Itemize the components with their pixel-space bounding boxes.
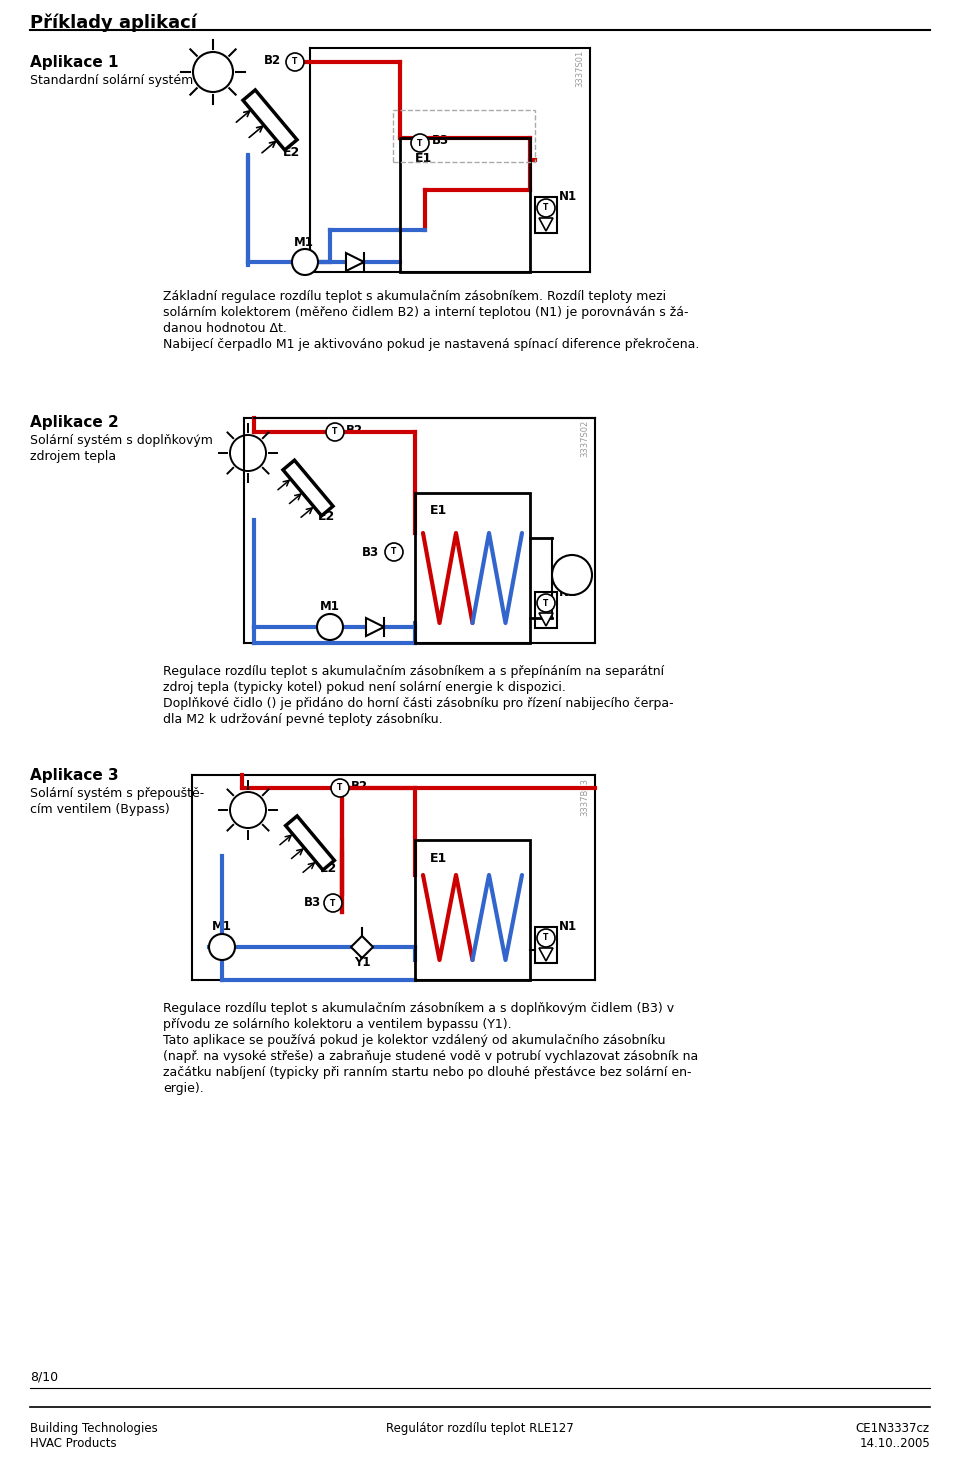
Circle shape xyxy=(385,543,403,560)
Text: Solární systém s přepouště-: Solární systém s přepouště- xyxy=(30,788,204,799)
Text: dla M2 k udržování pevné teploty zásobníku.: dla M2 k udržování pevné teploty zásobní… xyxy=(163,712,443,726)
Bar xyxy=(393,111,535,162)
Polygon shape xyxy=(366,618,384,636)
Text: Solární systém s doplňkovým: Solární systém s doplňkovým xyxy=(30,434,213,447)
Text: 3337S02: 3337S02 xyxy=(580,420,589,457)
Text: zdroj tepla (typicky kotel) pokud není solární energie k dispozici.: zdroj tepla (typicky kotel) pokud není s… xyxy=(163,681,565,695)
Text: Aplikace 1: Aplikace 1 xyxy=(30,55,118,69)
Polygon shape xyxy=(539,948,553,962)
Text: Příklady aplikací: Příklady aplikací xyxy=(30,13,197,32)
Polygon shape xyxy=(351,937,373,957)
Text: T: T xyxy=(543,934,549,943)
Text: B3: B3 xyxy=(432,134,449,146)
Polygon shape xyxy=(539,614,553,625)
Text: B3: B3 xyxy=(362,546,379,559)
Text: N1: N1 xyxy=(559,920,577,934)
Text: Regulátor rozdílu teplot RLE127: Regulátor rozdílu teplot RLE127 xyxy=(386,1422,574,1435)
Circle shape xyxy=(537,199,555,217)
Text: (např. na vysoké střeše) a zabraňuje studené vodě v potrubí vychlazovat zásobník: (např. na vysoké střeše) a zabraňuje stu… xyxy=(163,1050,698,1063)
Polygon shape xyxy=(243,90,297,150)
Text: B2: B2 xyxy=(346,425,363,438)
Polygon shape xyxy=(346,254,364,271)
Text: T: T xyxy=(337,783,343,792)
Circle shape xyxy=(331,779,349,797)
Text: T: T xyxy=(330,898,336,907)
Text: 3337B03: 3337B03 xyxy=(580,777,589,816)
Text: Regulace rozdílu teplot s akumulačním zásobníkem a s doplňkovým čidlem (B3) v: Regulace rozdílu teplot s akumulačním zá… xyxy=(163,1002,674,1015)
Text: E2: E2 xyxy=(320,863,337,876)
Text: E1: E1 xyxy=(415,152,432,165)
Text: E2: E2 xyxy=(283,146,300,158)
Text: Aplikace 3: Aplikace 3 xyxy=(30,768,119,783)
Text: T: T xyxy=(392,547,396,556)
Text: přívodu ze solárního kolektoru a ventilem bypassu (Y1).: přívodu ze solárního kolektoru a ventile… xyxy=(163,1018,512,1031)
Text: Building Technologies: Building Technologies xyxy=(30,1422,157,1435)
Text: M1: M1 xyxy=(320,600,340,614)
Text: M1: M1 xyxy=(212,920,232,934)
Text: začátku nabíjení (typicky při ranním startu nebo po dlouhé přestávce bez solární: začátku nabíjení (typicky při ranním sta… xyxy=(163,1066,691,1080)
Polygon shape xyxy=(539,218,553,232)
Text: Regulace rozdílu teplot s akumulačním zásobníkem a s přepínáním na separátní: Regulace rozdílu teplot s akumulačním zá… xyxy=(163,665,664,678)
Text: 8/10: 8/10 xyxy=(30,1370,59,1384)
Circle shape xyxy=(537,929,555,947)
Text: T: T xyxy=(543,204,549,212)
Text: cím ventilem (Bypass): cím ventilem (Bypass) xyxy=(30,802,170,816)
Bar xyxy=(415,839,530,979)
Text: danou hodnotou Δt.: danou hodnotou Δt. xyxy=(163,322,287,335)
Text: T: T xyxy=(332,428,338,437)
Polygon shape xyxy=(283,460,333,516)
Text: M1: M1 xyxy=(294,236,314,248)
Circle shape xyxy=(552,555,592,594)
Text: HVAC Products: HVAC Products xyxy=(30,1437,116,1450)
Text: E1: E1 xyxy=(430,851,447,864)
Text: Aplikace 2: Aplikace 2 xyxy=(30,414,119,431)
Circle shape xyxy=(411,134,429,152)
Text: Standardní solární systém: Standardní solární systém xyxy=(30,74,193,87)
Text: B2: B2 xyxy=(264,55,281,68)
Text: T: T xyxy=(418,139,422,148)
Text: 14.10..2005: 14.10..2005 xyxy=(859,1437,930,1450)
Text: Nabijecí čerpadlo M1 je aktivováno pokud je nastavená spínací diference překroče: Nabijecí čerpadlo M1 je aktivováno pokud… xyxy=(163,338,700,351)
Text: CE1N3337cz: CE1N3337cz xyxy=(856,1422,930,1435)
Text: N1: N1 xyxy=(559,189,577,202)
Circle shape xyxy=(286,53,304,71)
Text: T: T xyxy=(292,58,298,66)
Text: Doplňkové čidlo () je přidáno do horní části zásobníku pro řízení nabijecího čer: Doplňkové čidlo () je přidáno do horní č… xyxy=(163,698,674,709)
Text: T: T xyxy=(543,599,549,608)
Bar xyxy=(535,591,557,628)
Circle shape xyxy=(209,934,235,960)
Circle shape xyxy=(537,594,555,612)
Text: Y1: Y1 xyxy=(353,956,371,969)
Circle shape xyxy=(324,894,342,912)
Bar xyxy=(415,493,530,643)
Text: M2: M2 xyxy=(564,568,583,581)
Text: E1: E1 xyxy=(430,504,447,518)
Circle shape xyxy=(292,249,318,274)
Bar xyxy=(535,926,557,963)
Polygon shape xyxy=(286,816,334,870)
Text: ergie).: ergie). xyxy=(163,1083,204,1094)
Text: N1: N1 xyxy=(559,586,577,599)
Text: Tato aplikace se používá pokud je kolektor vzdálený od akumulačního zásobníku: Tato aplikace se používá pokud je kolekt… xyxy=(163,1034,665,1047)
Text: 3337S01: 3337S01 xyxy=(575,50,584,87)
Bar xyxy=(400,139,530,271)
Text: Základní regulace rozdílu teplot s akumulačním zásobníkem. Rozdíl teploty mezi: Základní regulace rozdílu teplot s akumu… xyxy=(163,291,666,302)
Circle shape xyxy=(317,614,343,640)
Text: B3: B3 xyxy=(304,897,321,910)
Circle shape xyxy=(326,423,344,441)
Text: B2: B2 xyxy=(351,780,368,794)
Bar xyxy=(535,198,557,233)
Text: solárním kolektorem (měřeno čidlem B2) a interní teplotou (N1) je porovnáván s ž: solárním kolektorem (měřeno čidlem B2) a… xyxy=(163,305,688,319)
Text: zdrojem tepla: zdrojem tepla xyxy=(30,450,116,463)
Text: E2: E2 xyxy=(318,509,335,522)
